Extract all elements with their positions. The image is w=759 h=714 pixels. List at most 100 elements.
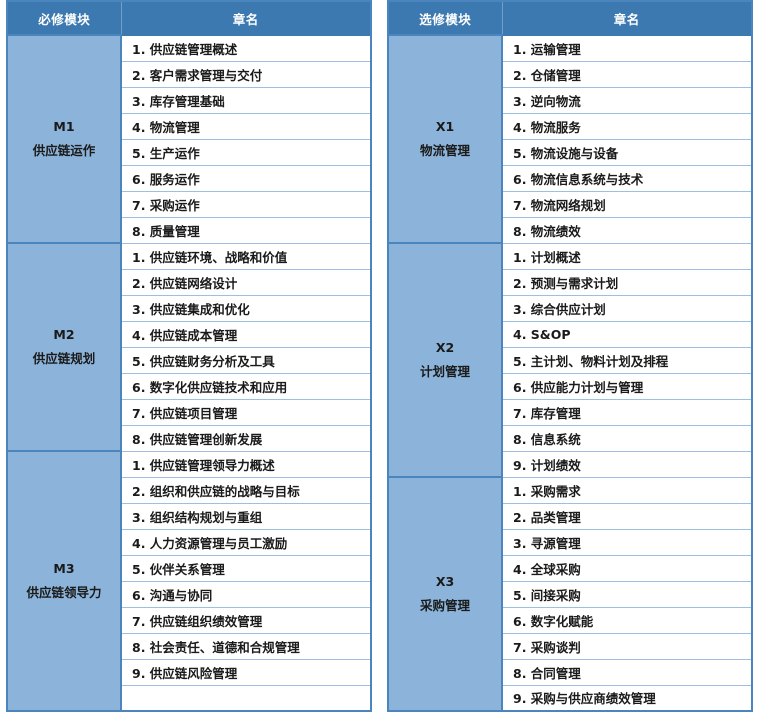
module-cell-m2: M2 供应链规划 <box>6 242 122 452</box>
module-name: 计划管理 <box>419 364 470 379</box>
chapter-cell: 2. 品类管理 <box>501 502 753 530</box>
table-row: 8. 供应链管理创新发展 <box>7 424 372 452</box>
chapter-cell: 1. 供应链管理领导力概述 <box>120 450 372 478</box>
chapter-cell-empty <box>120 684 372 712</box>
chapter-cell: 8. 物流绩效 <box>501 216 753 244</box>
chapter-cell: 1. 运输管理 <box>501 34 753 62</box>
chapter-cell: 7. 库存管理 <box>501 398 753 426</box>
table-row: 9. 采购与供应商绩效管理 <box>388 684 753 712</box>
table-row: 3. 供应链集成和优化 <box>7 294 372 322</box>
chapter-cell: 5. 伙伴关系管理 <box>120 554 372 582</box>
table-row: X3 采购管理 1. 采购需求 <box>387 476 753 712</box>
table-row: 7. 采购运作 <box>7 190 372 218</box>
table-row: 7. 物流网络规划 <box>388 190 753 218</box>
table-row: 5. 供应链财务分析及工具 <box>7 346 372 374</box>
module-name: 采购管理 <box>419 598 470 613</box>
table-row: 3. 逆向物流 <box>388 86 753 114</box>
chapter-cell: 2. 仓储管理 <box>501 60 753 88</box>
chapter-cell: 5. 生产运作 <box>120 138 372 166</box>
module-cell-x1: X1 物流管理 <box>387 34 503 244</box>
chapter-cell: 9. 计划绩效 <box>501 450 753 478</box>
table-row: 3. 库存管理基础 <box>7 86 372 114</box>
table-row: 8. 社会责任、道德和合规管理 <box>7 632 372 660</box>
table-row: 3. 寻源管理 <box>388 528 753 556</box>
chapter-cell: 9. 采购与供应商绩效管理 <box>501 684 753 712</box>
chapter-cell: 5. 物流设施与设备 <box>501 138 753 166</box>
table-row: 4. 供应链成本管理 <box>7 320 372 348</box>
chapter-cell: 3. 综合供应计划 <box>501 294 753 322</box>
chapter-cell: 3. 组织结构规划与重组 <box>120 502 372 530</box>
chapter-cell: 7. 采购运作 <box>120 190 372 218</box>
column-header-chapter: 章名 <box>120 0 372 36</box>
table-row: 2. 品类管理 <box>388 502 753 530</box>
table-row: 8. 质量管理 <box>7 216 372 244</box>
chapter-cell: 2. 客户需求管理与交付 <box>120 60 372 88</box>
column-header-chapter: 章名 <box>501 0 753 36</box>
table-row: 3. 组织结构规划与重组 <box>7 502 372 530</box>
chapter-cell: 1. 供应链管理概述 <box>120 34 372 62</box>
table-header-row: 必修模块 章名 <box>6 0 372 36</box>
table-row: 5. 主计划、物料计划及排程 <box>388 346 753 374</box>
table-row: M2 供应链规划 1. 供应链环境、战略和价值 <box>6 242 372 452</box>
module-code: X2 <box>435 340 455 356</box>
table-row <box>7 684 372 712</box>
chapter-cell: 5. 主计划、物料计划及排程 <box>501 346 753 374</box>
chapter-cell: 8. 质量管理 <box>120 216 372 244</box>
chapter-cell: 6. 供应能力计划与管理 <box>501 372 753 400</box>
column-header-module: 必修模块 <box>6 0 122 36</box>
chapter-cell: 6. 数字化赋能 <box>501 606 753 634</box>
chapter-cell: 8. 社会责任、道德和合规管理 <box>120 632 372 660</box>
table-row: 4. S&OP <box>388 320 753 348</box>
table-row: 9. 供应链风险管理 <box>7 658 372 686</box>
chapter-cell: 3. 库存管理基础 <box>120 86 372 114</box>
table-row: 5. 物流设施与设备 <box>388 138 753 166</box>
course-table-required: 必修模块 章名 M1 供应链运作 1. 供应链管理概述 2. 客户需求管理与交付 3. 库存… <box>6 0 372 712</box>
column-header-module: 选修模块 <box>387 0 503 36</box>
table-row: 6. 数字化赋能 <box>388 606 753 634</box>
table-row: 7. 库存管理 <box>388 398 753 426</box>
module-name: 供应链规划 <box>32 351 96 366</box>
module-cell-x2: X2 计划管理 <box>387 242 503 478</box>
chapter-cell: 3. 寻源管理 <box>501 528 753 556</box>
chapter-cell: 6. 服务运作 <box>120 164 372 192</box>
table-row: 5. 伙伴关系管理 <box>7 554 372 582</box>
table-row: 2. 客户需求管理与交付 <box>7 60 372 88</box>
table-wrapper-required: 必修模块 章名 M1 供应链运作 1. 供应链管理概述 2. 客户需求管理与交付 3. 库存… <box>6 0 372 714</box>
module-cell-x3: X3 采购管理 <box>387 476 503 712</box>
chapter-cell: 2. 组织和供应链的战略与目标 <box>120 476 372 504</box>
chapter-cell: 1. 供应链环境、战略和价值 <box>120 242 372 270</box>
chapter-cell: 7. 供应链项目管理 <box>120 398 372 426</box>
module-name: 物流管理 <box>419 143 470 158</box>
table-row: 6. 物流信息系统与技术 <box>388 164 753 192</box>
chapter-cell: 1. 采购需求 <box>501 476 753 504</box>
chapter-cell: 3. 供应链集成和优化 <box>120 294 372 322</box>
chapter-cell: 8. 供应链管理创新发展 <box>120 424 372 452</box>
table-row: 6. 服务运作 <box>7 164 372 192</box>
chapter-cell: 4. 人力资源管理与员工激励 <box>120 528 372 556</box>
module-cell-m1: M1 供应链运作 <box>6 34 122 244</box>
chapter-cell: 6. 沟通与协同 <box>120 580 372 608</box>
table-row: 8. 信息系统 <box>388 424 753 452</box>
chapter-cell: 5. 间接采购 <box>501 580 753 608</box>
chapter-cell: 1. 计划概述 <box>501 242 753 270</box>
table-row: 4. 全球采购 <box>388 554 753 582</box>
chapter-cell: 7. 采购谈判 <box>501 632 753 660</box>
chapter-cell: 4. 全球采购 <box>501 554 753 582</box>
table-row: 6. 供应能力计划与管理 <box>388 372 753 400</box>
table-row: 8. 合同管理 <box>388 658 753 686</box>
chapter-cell: 7. 供应链组织绩效管理 <box>120 606 372 634</box>
table-row: 3. 综合供应计划 <box>388 294 753 322</box>
module-name: 供应链领导力 <box>26 585 102 600</box>
chapter-cell: 3. 逆向物流 <box>501 86 753 114</box>
table-row: X1 物流管理 1. 运输管理 <box>387 34 753 244</box>
module-code: M2 <box>53 327 75 343</box>
table-row: X2 计划管理 1. 计划概述 <box>387 242 753 478</box>
module-name: 供应链运作 <box>32 143 96 158</box>
chapter-cell: 4. 供应链成本管理 <box>120 320 372 348</box>
table-row: 6. 沟通与协同 <box>7 580 372 608</box>
table-row: 2. 供应链网络设计 <box>7 268 372 296</box>
chapter-cell: 2. 供应链网络设计 <box>120 268 372 296</box>
chapter-cell: 9. 供应链风险管理 <box>120 658 372 686</box>
module-cell-m3: M3 供应链领导力 <box>6 450 122 712</box>
